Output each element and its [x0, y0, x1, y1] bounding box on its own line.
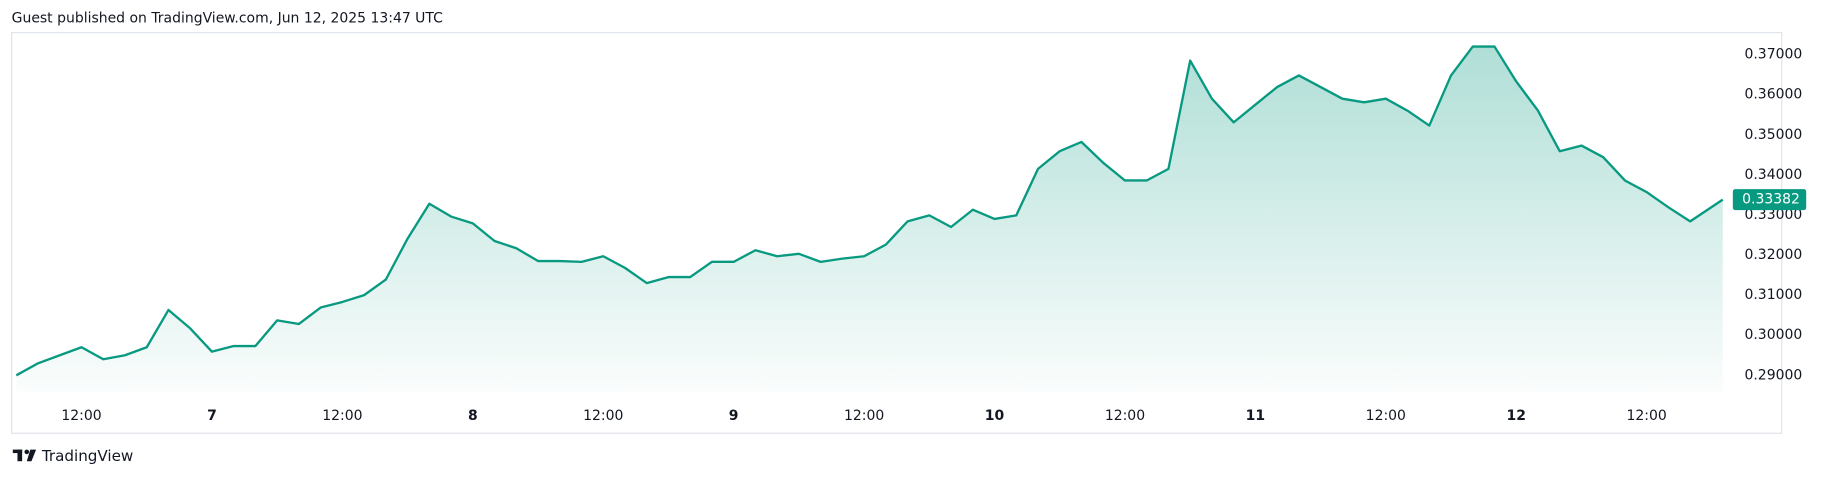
x-tick-label: 8	[468, 408, 478, 424]
x-tick-label: 12:00	[1366, 408, 1406, 424]
x-tick-label: 12	[1507, 408, 1526, 424]
x-tick-label: 12:00	[1105, 408, 1145, 424]
x-tick-label: 12:00	[844, 408, 884, 424]
x-tick-label: 9	[729, 408, 739, 424]
logo	[12, 449, 37, 462]
y-tick-label: 0.37000	[1744, 47, 1802, 63]
area-fill	[16, 46, 1723, 392]
x-tick-label: 12:00	[61, 408, 101, 424]
header: Guest published on TradingView.com, Jun …	[12, 11, 443, 27]
y-tick-label: 0.34000	[1744, 167, 1802, 183]
price-line	[15, 45, 1724, 377]
x-tick-label: 12:00	[322, 408, 362, 424]
y-tick-label: 0.32000	[1744, 247, 1802, 263]
x-tick-label: 12:00	[583, 408, 623, 424]
y-tick-label: 0.31000	[1744, 287, 1802, 303]
chart-frame	[11, 32, 1783, 434]
y-tick-label: 0.29000	[1744, 367, 1802, 383]
y-tick-label: 0.36000	[1744, 87, 1802, 103]
last-price-tag	[1732, 189, 1807, 211]
x-tick-label: 11	[1246, 408, 1265, 424]
x-tick-label: 12:00	[1627, 408, 1667, 424]
y-tick-label: 0.33000	[1744, 207, 1802, 223]
y-tick-label: 0.30000	[1744, 327, 1802, 343]
last-price-label: 0.33382	[1742, 192, 1800, 208]
x-tick-label: 10	[985, 408, 1005, 424]
footer-brand: TradingView	[41, 447, 133, 465]
y-tick-label: 0.35000	[1744, 127, 1802, 143]
x-tick-label: 7	[207, 408, 217, 424]
